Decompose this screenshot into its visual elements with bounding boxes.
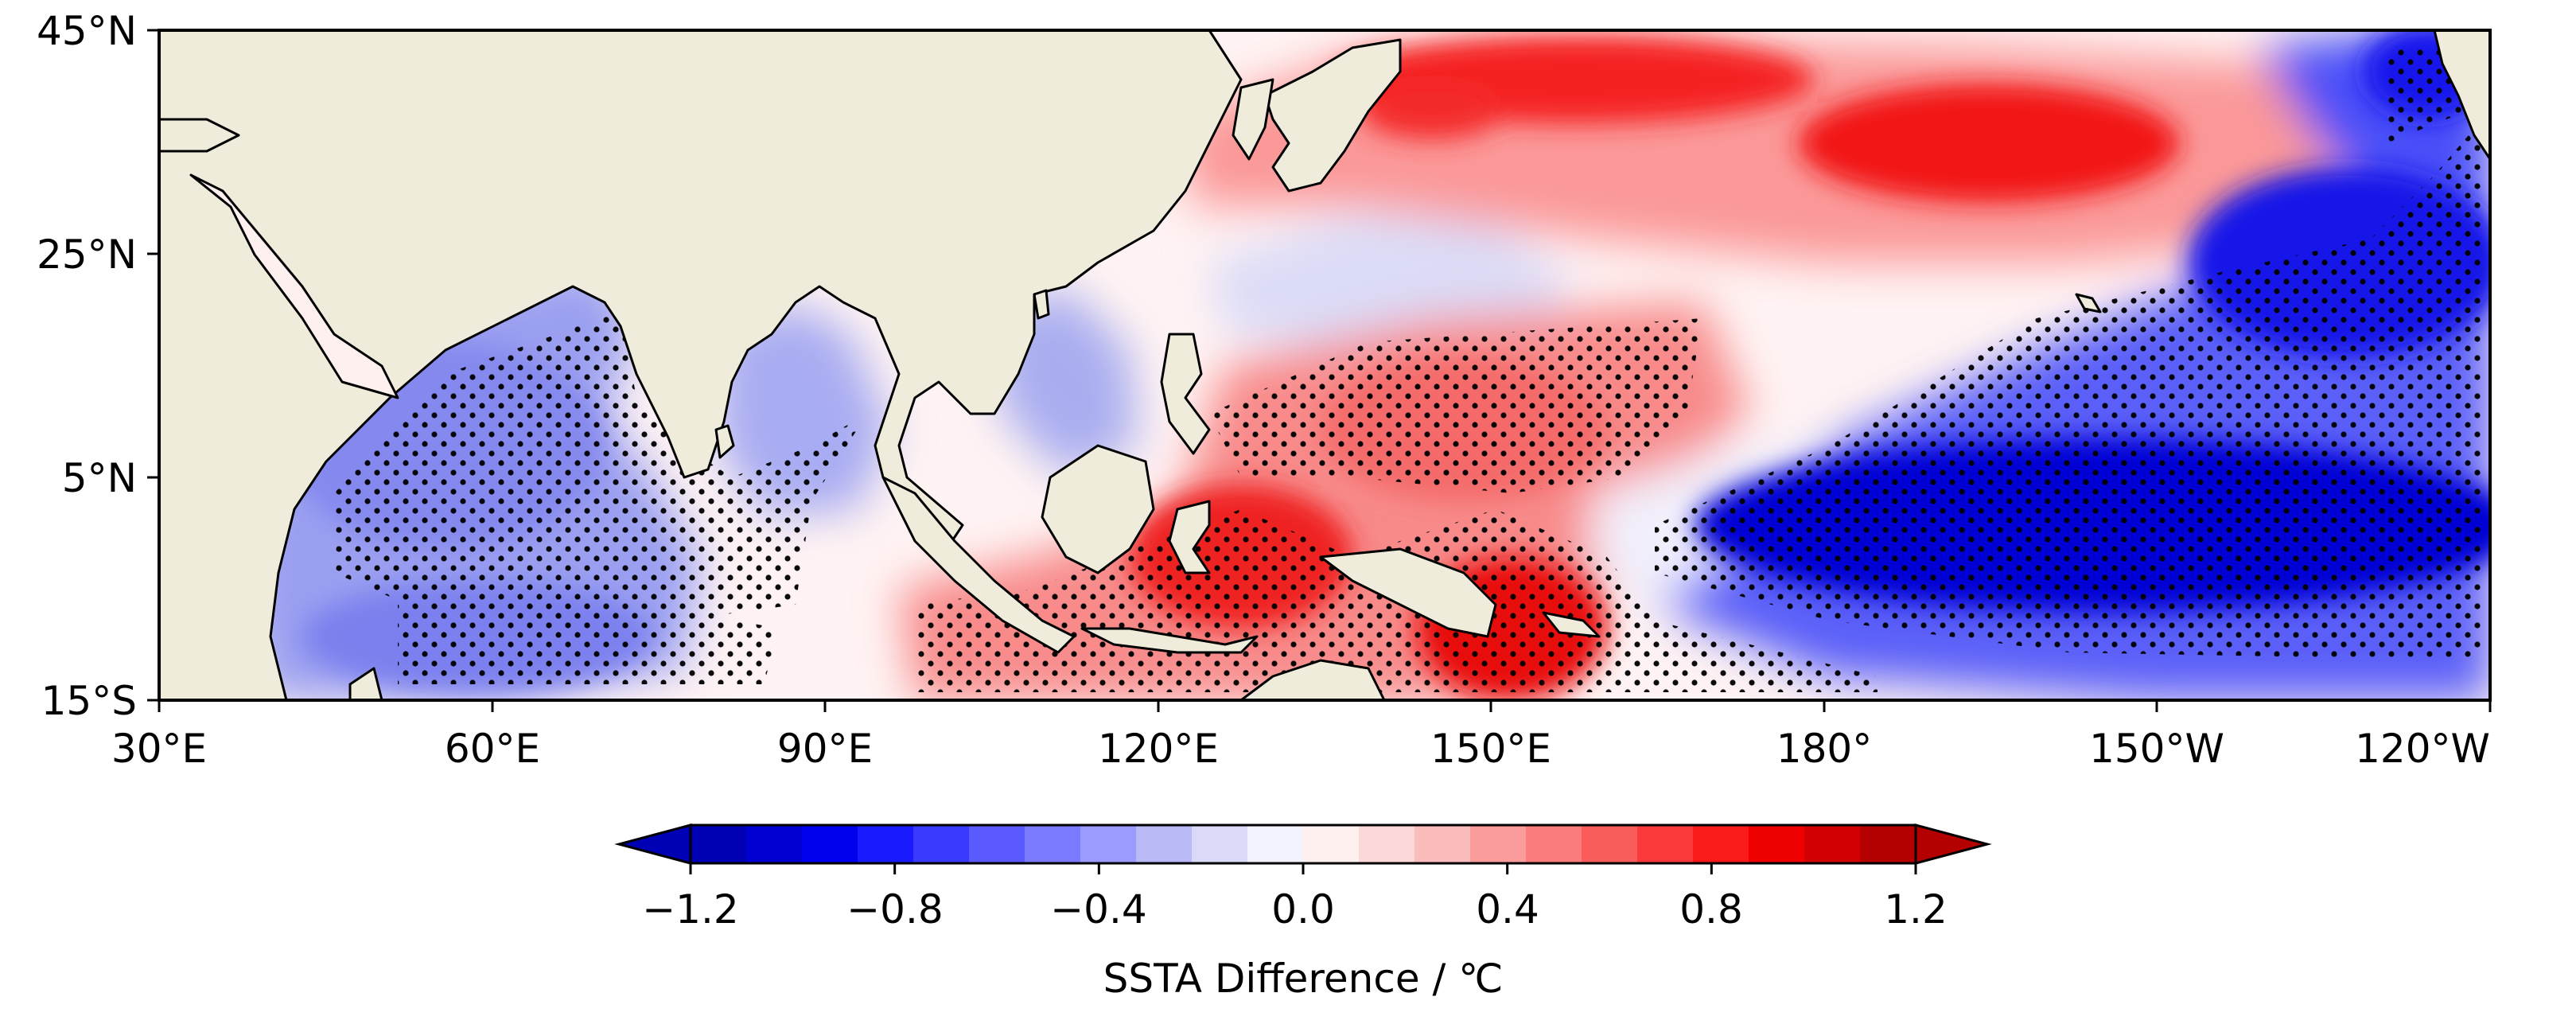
colorbar-segment (858, 825, 914, 863)
y-tick-marks (147, 29, 159, 702)
colorbar-tick-label: −0.8 (846, 886, 943, 933)
x-tick-label: 120°E (1098, 726, 1219, 772)
colorbar-segments (691, 825, 1916, 863)
colorbar-tick-label: 0.8 (1679, 886, 1743, 933)
colorbar-min-extension (614, 823, 692, 865)
colorbar-segment (1025, 825, 1081, 863)
land (159, 30, 2490, 700)
colorbar-segment (1470, 825, 1527, 863)
colorbar-segment (1860, 825, 1916, 863)
map-frame (158, 29, 2492, 702)
mediterranean-coast (159, 118, 240, 153)
colorbar-tick-label: 0.4 (1476, 886, 1539, 933)
colorbar-segment (1359, 825, 1415, 863)
y-tick-label: 5°N (62, 455, 137, 501)
colorbar-title: SSTA Difference / ℃ (1103, 956, 1504, 1002)
x-tick-label: 150°W (2089, 726, 2224, 772)
colorbar-segment (969, 825, 1025, 863)
arabian-cutout-redsea (189, 173, 399, 399)
x-tick-label: 60°E (445, 726, 540, 772)
north-america-edge (2433, 30, 2490, 161)
colorbar-ticks (689, 863, 1917, 874)
hawaii-islands (2075, 293, 2102, 313)
colorbar-segment (1136, 825, 1193, 863)
colorbar-segment (746, 825, 803, 863)
colorbar: −1.2 −0.8 −0.4 0.0 0.4 0.8 1.2 SSTA Diff… (614, 823, 1992, 1002)
japan (1263, 38, 1402, 193)
new-guinea (1319, 547, 1497, 638)
philippines (1160, 333, 1211, 455)
colorbar-tick-labels: −1.2 −0.8 −0.4 0.0 0.4 0.8 1.2 (642, 886, 1947, 933)
y-tick-label: 25°N (37, 232, 137, 278)
x-tick-labels: 30°E 60°E 90°E 120°E 150°E 180° 150°W 12… (111, 726, 2490, 772)
colorbar-segment (691, 825, 747, 863)
colorbar-max-extension (1914, 823, 1992, 865)
colorbar-segment (913, 825, 970, 863)
x-tick-marks (158, 700, 2492, 712)
sri-lanka (714, 424, 735, 459)
colorbar-segment (802, 825, 858, 863)
y-tick-label: 15°S (41, 678, 137, 724)
solomon-islands (1542, 611, 1601, 638)
colorbar-segment (1637, 825, 1694, 863)
taiwan (1033, 289, 1050, 320)
sumatra (881, 476, 1076, 654)
x-tick-label: 30°E (111, 726, 207, 772)
korea-peninsula (1232, 78, 1274, 161)
colorbar-segment (1804, 825, 1861, 863)
colorbar-tick-label: −0.4 (1050, 886, 1146, 933)
colorbar-segment (1749, 825, 1805, 863)
colorbar-segment (1582, 825, 1638, 863)
australia (1239, 659, 1386, 700)
colorbar-segment (1247, 825, 1304, 863)
colorbar-segment (1526, 825, 1582, 863)
x-tick-label: 150°E (1430, 726, 1551, 772)
colorbar-tick-label: −1.2 (642, 886, 738, 933)
y-tick-labels: 45°N 25°N 5°N 15°S (37, 8, 137, 724)
java-lesser-sunda (1080, 627, 1259, 654)
colorbar-segment (1192, 825, 1248, 863)
borneo (1041, 444, 1155, 574)
x-tick-label: 120°W (2355, 726, 2490, 772)
x-tick-label: 180° (1776, 726, 1872, 772)
colorbar-segment (1080, 825, 1137, 863)
x-tick-label: 90°E (777, 726, 873, 772)
colorbar-segment (1303, 825, 1360, 863)
colorbar-segment (1414, 825, 1471, 863)
sulawesi (1168, 500, 1211, 574)
map-panel: 45°N 25°N 5°N 15°S 30°E 60°E 90°E 120°E … (37, 8, 2492, 772)
colorbar-segment (1693, 825, 1749, 863)
madagascar (348, 667, 383, 700)
colorbar-tick-label: 1.2 (1884, 886, 1948, 933)
y-tick-label: 45°N (37, 8, 137, 54)
colorbar-tick-label: 0.0 (1271, 886, 1335, 933)
